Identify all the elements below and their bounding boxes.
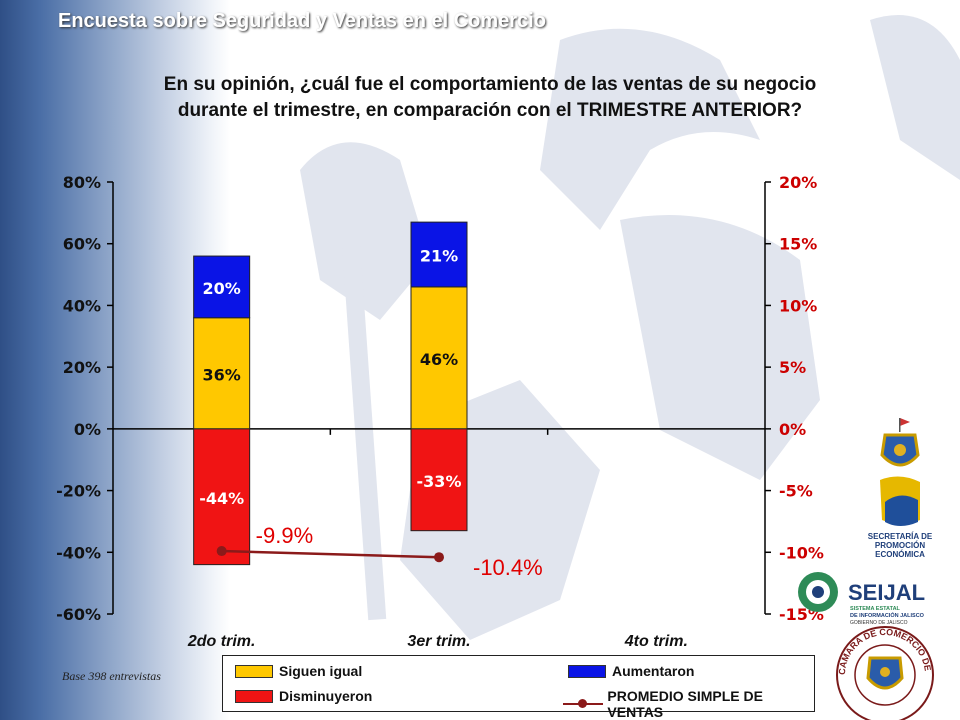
secretaria-text-3: ECONÓMICA (875, 550, 925, 559)
y-right-tick-label: -10% (779, 543, 824, 562)
y-left-tick-label: 20% (63, 358, 101, 377)
bar-data-label: -33% (417, 472, 462, 491)
promedio-line (221, 549, 440, 559)
y-right-tick-label: 5% (779, 358, 806, 377)
seijal-name: SEIJAL (848, 580, 925, 605)
secretaria-text-1: SECRETARÍA DE (868, 532, 933, 541)
y-left-tick-label: 60% (63, 235, 101, 254)
legend-line-promedio (563, 698, 604, 710)
bar-segment (410, 221, 468, 288)
bar-segment (410, 286, 468, 430)
y-right-tick-label: 15% (779, 235, 817, 254)
legend-swatch-siguen (235, 664, 273, 678)
y-left-tick-label: 40% (63, 296, 101, 315)
legend-label-promedio: PROMEDIO SIMPLE DE VENTAS (607, 688, 763, 720)
y-left-tick-label: 80% (63, 173, 101, 192)
x-category-label: 2do trim. (187, 633, 256, 650)
legend-label-aumentaron: Aumentaron (612, 663, 695, 679)
x-category-label: 4to trim. (624, 633, 688, 650)
seijal-sub-2: DE INFORMACIÓN JALISCO (850, 611, 925, 619)
bar-segment (193, 255, 251, 319)
y-right-tick-label: -5% (779, 482, 813, 501)
seijal-logo: SEIJAL SISTEMA ESTATAL DE INFORMACIÓN JA… (798, 572, 925, 626)
logos-area: SECRETARÍA DE PROMOCIÓN ECONÓMICA SEIJAL… (790, 410, 934, 720)
y-right-tick-label: 20% (779, 173, 817, 192)
legend-swatch-disminuyeron (235, 689, 273, 703)
secretaria-logo: SECRETARÍA DE PROMOCIÓN ECONÓMICA (868, 476, 933, 559)
bar-segment (193, 428, 251, 566)
header-title: Encuesta sobre Seguridad y Ventas en el … (58, 10, 546, 32)
legend-label-siguen: Siguen igual (279, 663, 363, 679)
y-left-tick-label: 0% (74, 420, 101, 439)
y-right-tick-label: 0% (779, 420, 806, 439)
bar-data-label: 20% (203, 279, 241, 298)
legend-item-promedio: PROMEDIO SIMPLE DE VENTAS (563, 688, 814, 720)
promedio-point (434, 552, 444, 563)
plot-group: 80% 20% 60% 15% 40% 10% 20% 5% 0% 0% -20% -5% -40% -1… (56, 173, 824, 650)
legend-item-aumentaron: Aumentaron (568, 663, 694, 679)
secretaria-text-2: PROMOCIÓN (875, 541, 925, 550)
x-category-label: 3er trim. (407, 633, 470, 650)
bar-segment (410, 428, 468, 532)
seijal-sub-1: SISTEMA ESTATAL (850, 606, 901, 612)
seijal-sub-3: GOBIERNO DE JALISCO (850, 620, 908, 626)
jalisco-shield-logo (880, 418, 920, 467)
chart-legend: Siguen igual Aumentaron Disminuyeron PRO… (222, 655, 815, 720)
bar-data-label: 21% (420, 247, 458, 266)
question-line-2: durante el trimestre, en comparación con… (177, 100, 803, 121)
base-note: Base 398 entrevistas (62, 669, 161, 683)
y-left-tick-label: -20% (56, 482, 101, 501)
legend-swatch-aumentaron (568, 664, 606, 678)
y-right-tick-label: 10% (779, 296, 817, 315)
y-left-tick-label: -40% (56, 543, 101, 562)
promedio-data-label: -10.4% (473, 555, 543, 580)
promedio-data-label: -9.9% (256, 523, 313, 548)
legend-label-disminuyeron: Disminuyeron (279, 688, 373, 704)
bar-data-label: 36% (203, 365, 241, 384)
legend-item-disminuyeron: Disminuyeron (235, 688, 372, 704)
legend-item-siguen: Siguen igual (235, 663, 362, 679)
bar-data-label: -44% (199, 489, 244, 508)
promedio-point (216, 546, 227, 557)
question-line-1: En su opinión, ¿cuál fue el comportamien… (163, 74, 817, 95)
question-text: En su opinión, ¿cuál fue el comportamien… (60, 72, 920, 124)
y-left-tick-label: -60% (56, 605, 101, 624)
bar-data-label: 46% (420, 350, 458, 369)
